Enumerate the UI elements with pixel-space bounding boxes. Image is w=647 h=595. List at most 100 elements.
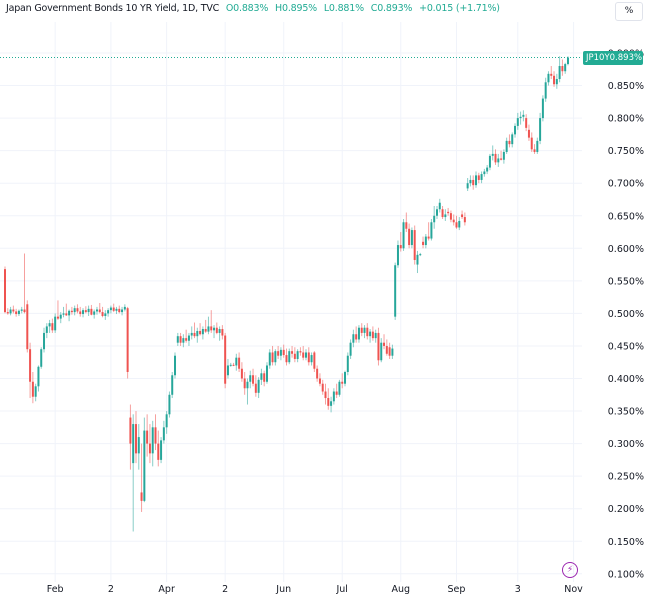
candle xyxy=(95,306,98,315)
price-label-value: 0.893% xyxy=(609,53,643,63)
candle-body xyxy=(137,437,140,454)
candle xyxy=(132,414,135,532)
candle xyxy=(344,370,347,387)
candle xyxy=(547,71,550,86)
candle xyxy=(179,332,182,346)
candle-body xyxy=(544,82,547,99)
candle xyxy=(235,353,238,371)
candle-body xyxy=(324,391,327,399)
candle-body xyxy=(363,327,366,333)
candle-body xyxy=(447,211,450,214)
high-value: H0.895% xyxy=(275,3,317,14)
candle xyxy=(455,215,458,229)
candle-body xyxy=(391,348,394,356)
candle-body xyxy=(296,351,299,359)
candle-body xyxy=(360,327,363,333)
candle-body xyxy=(318,378,321,384)
candle-body xyxy=(101,312,104,317)
candle-body xyxy=(168,394,171,415)
candle-body xyxy=(399,245,402,249)
candle xyxy=(405,212,408,233)
candle xyxy=(564,62,567,74)
candle xyxy=(140,443,143,512)
candle xyxy=(43,327,46,353)
candle xyxy=(427,222,430,241)
candle xyxy=(388,342,391,359)
candle xyxy=(65,303,68,317)
candle-body xyxy=(522,114,525,117)
candle-body xyxy=(221,329,224,336)
candle xyxy=(449,210,452,223)
x-tick-label: Sep xyxy=(448,584,466,595)
candle-body xyxy=(299,351,302,353)
candle-body xyxy=(126,308,129,372)
x-tick-label: Jul xyxy=(335,584,347,595)
candle-body xyxy=(20,309,23,311)
candle xyxy=(168,391,171,418)
candle xyxy=(561,59,564,76)
candle xyxy=(396,240,399,268)
candle xyxy=(383,334,386,350)
symbol-title: Japan Government Bonds 10 YR Yield, 1D, … xyxy=(6,3,220,14)
candle-body xyxy=(321,383,324,392)
y-tick-label: 0.350% xyxy=(608,407,644,418)
candle-body xyxy=(346,355,349,372)
candle xyxy=(288,348,291,365)
candle-body xyxy=(555,79,558,85)
candle xyxy=(226,358,229,379)
candle xyxy=(516,112,519,130)
candle-body xyxy=(338,381,341,395)
candle-body xyxy=(70,310,73,313)
candle xyxy=(68,309,71,322)
candle-body xyxy=(497,158,500,163)
candle-body xyxy=(257,379,260,393)
candle xyxy=(307,347,310,366)
candle xyxy=(486,164,489,175)
candle xyxy=(277,345,280,359)
candle-body xyxy=(461,214,464,218)
candle-body xyxy=(146,430,149,444)
candle xyxy=(87,305,90,317)
candle-body xyxy=(104,313,107,317)
candle-body xyxy=(330,401,333,406)
candle-body xyxy=(204,329,207,332)
candle-body xyxy=(500,158,503,160)
candle xyxy=(477,172,480,184)
candle xyxy=(260,368,263,386)
candle xyxy=(399,232,402,252)
candle-body xyxy=(229,364,232,366)
candle xyxy=(34,383,37,402)
candle xyxy=(31,371,34,404)
candle xyxy=(40,347,43,369)
candle-body xyxy=(310,355,313,363)
candle-body xyxy=(335,391,338,395)
candle xyxy=(483,168,486,177)
candle xyxy=(263,370,266,387)
candle xyxy=(174,352,177,379)
change-value: +0.015 (+1.71%) xyxy=(419,3,500,14)
percent-scale-button[interactable]: % xyxy=(615,2,643,21)
candle-body xyxy=(196,330,199,337)
candle xyxy=(394,262,397,320)
candle xyxy=(271,345,274,366)
candle-body xyxy=(232,364,235,366)
candle-body xyxy=(157,443,160,460)
candle-body xyxy=(12,309,15,312)
candle-body xyxy=(246,381,249,389)
candle xyxy=(335,383,338,399)
candle xyxy=(90,304,93,316)
candle xyxy=(165,411,168,434)
candle-body xyxy=(82,310,85,315)
lightning-icon[interactable]: ⚡ xyxy=(562,562,578,578)
candle xyxy=(176,332,179,346)
candle xyxy=(29,342,32,399)
candle-body xyxy=(483,171,486,175)
candle xyxy=(435,205,438,220)
candle-body xyxy=(109,307,112,311)
candle xyxy=(115,306,118,315)
candle xyxy=(349,339,352,359)
candle xyxy=(377,327,380,366)
candle xyxy=(221,325,224,340)
candle-body xyxy=(95,309,98,312)
